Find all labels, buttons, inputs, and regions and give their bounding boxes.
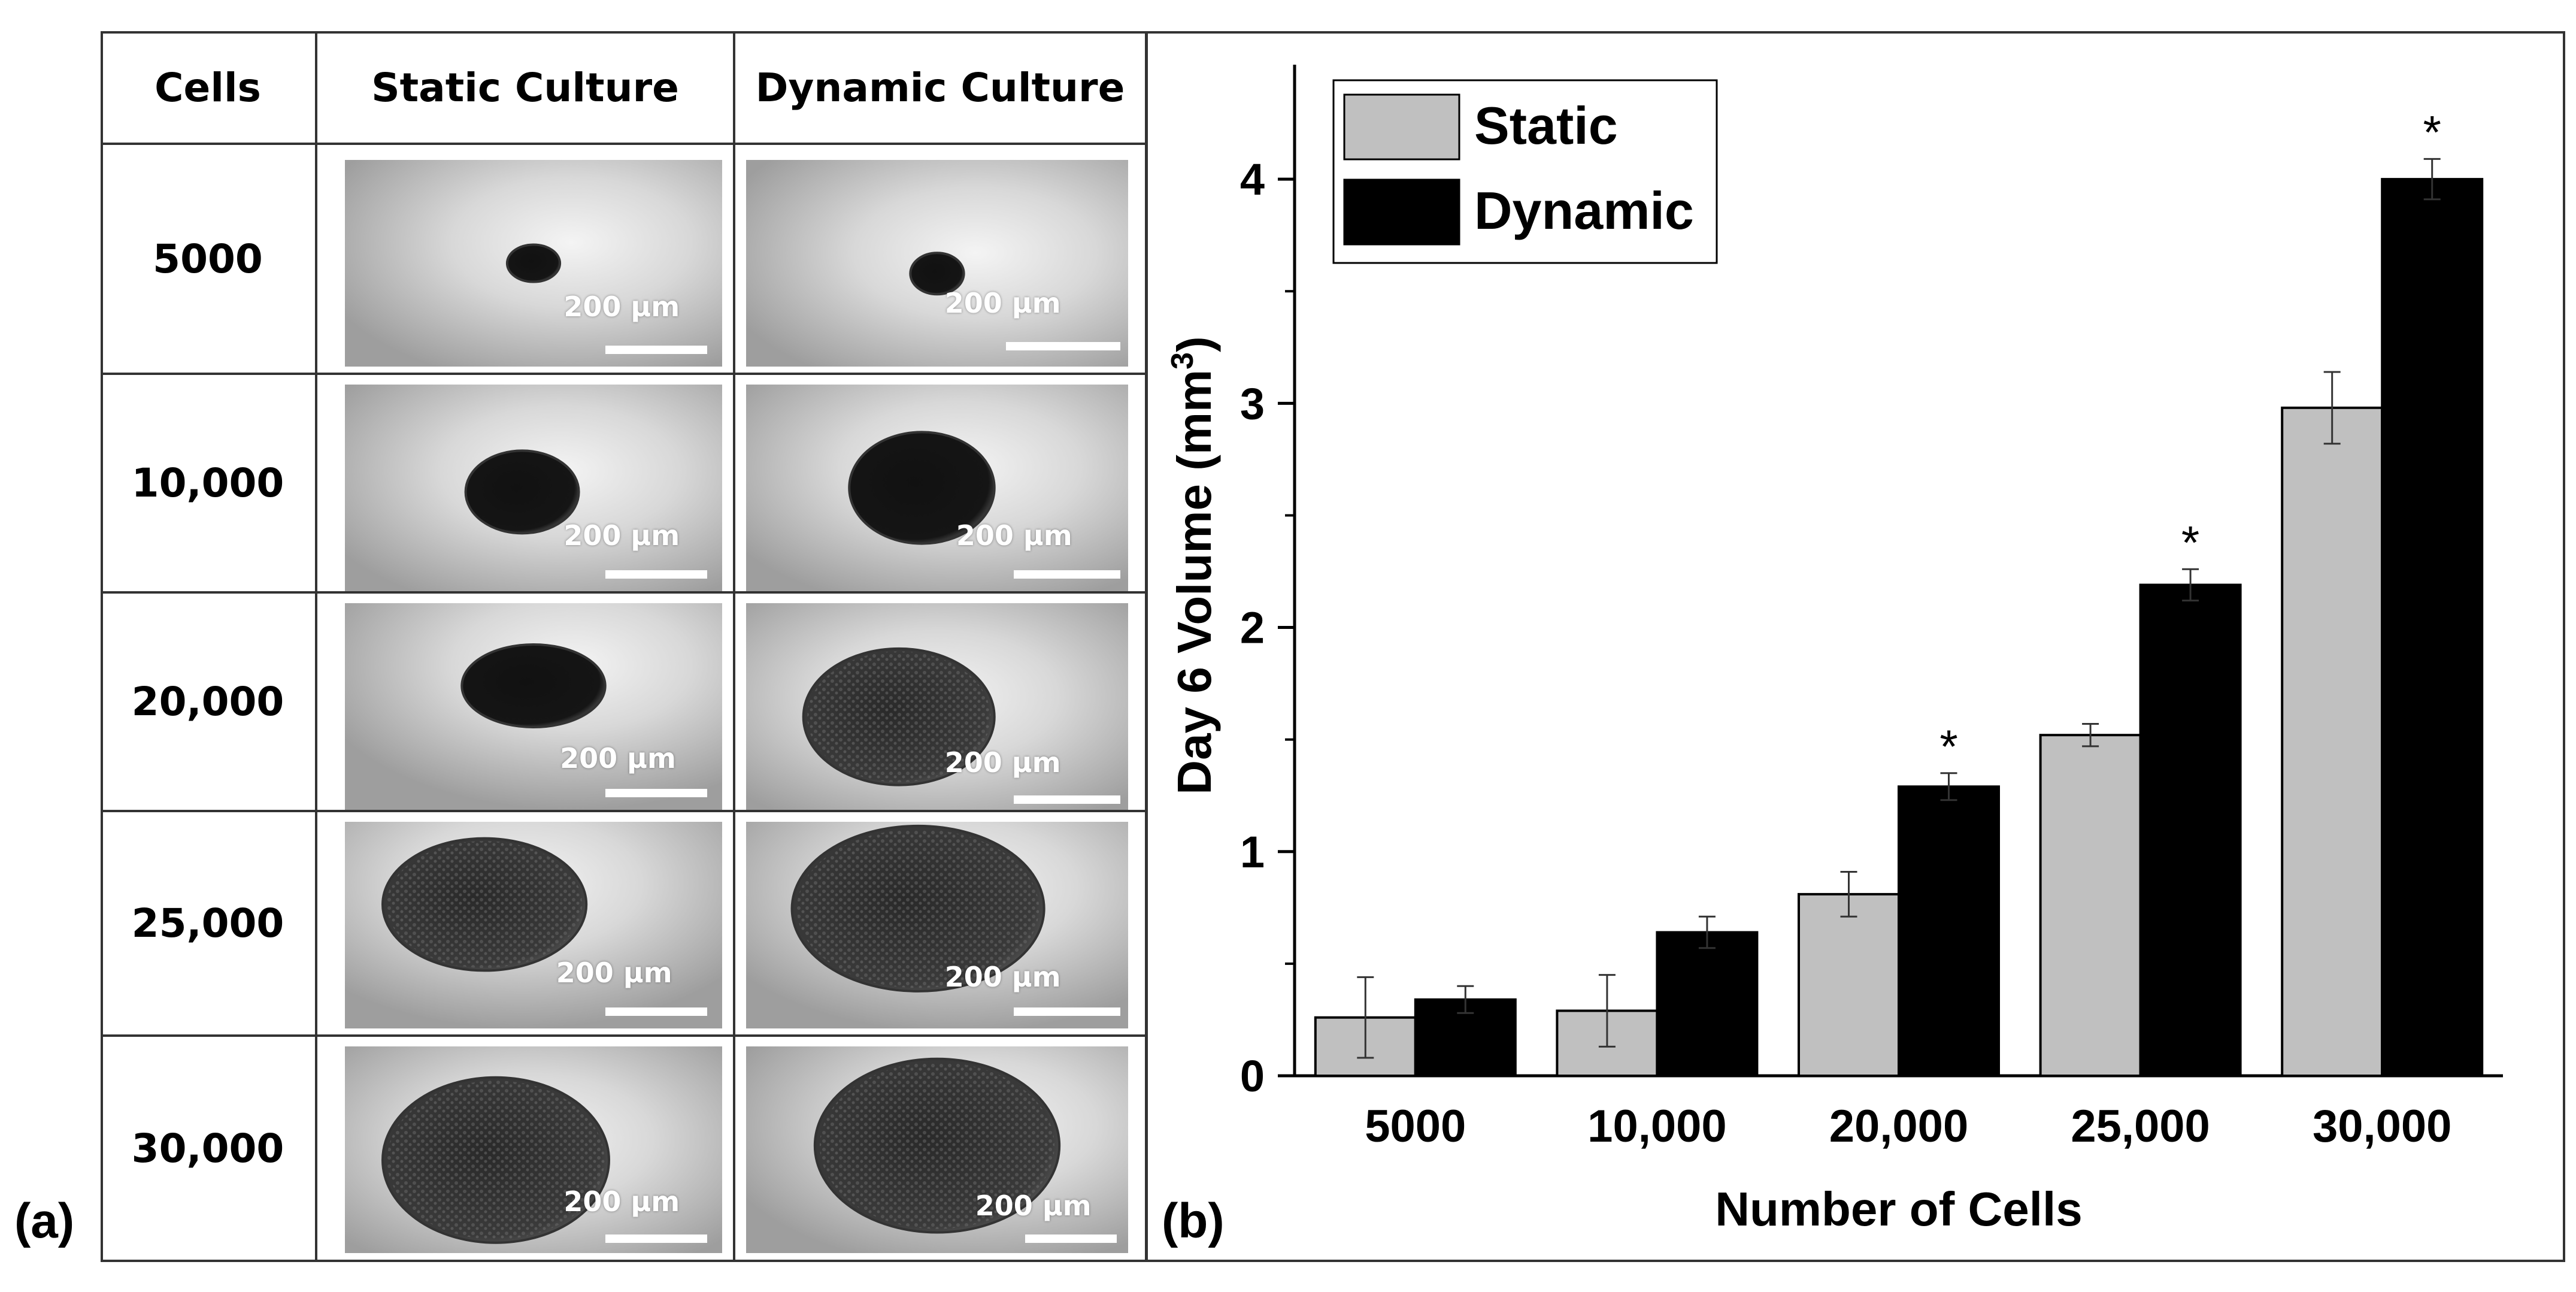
scale-bar-dynamic-5000	[1005, 341, 1121, 350]
significance-marker-25000: *	[2181, 516, 2199, 568]
y-tick-label-2: 2	[1240, 603, 1265, 653]
legend-swatch-static	[1343, 93, 1460, 161]
y-axis-label-suffix: )	[1168, 336, 1221, 352]
table-divider-col-2	[733, 31, 735, 1262]
micrograph-static-20000: 200 µm	[345, 603, 722, 810]
micrograph-dynamic-10000: 200 µm	[746, 385, 1128, 591]
table-border-bottom	[101, 1260, 1145, 1262]
legend-swatch-dynamic	[1343, 178, 1460, 246]
micrograph-static-25000: 200 µm	[345, 822, 722, 1028]
bar-chart: 0 1 2 3 4 5000 10,000 * 20,000 * 25,000 * 30,000 Numb…	[1165, 65, 2503, 1236]
panel-label-b: (b)	[1162, 1194, 1225, 1248]
microscopy-table: Cells Static Culture Dynamic Culture 500…	[101, 31, 1145, 1262]
micrograph-dynamic-5000: 200 µm	[746, 160, 1128, 367]
row-label-5000: 5000	[153, 235, 263, 282]
micrograph-static-5000: 200 µm	[345, 160, 722, 367]
chart-panel: 0 1 2 3 4 5000 10,000 * 20,000 * 25,000 * 30,000 Numb…	[1145, 31, 2565, 1262]
bar-dynamic-25000	[2139, 583, 2242, 1077]
y-axis-label: Day 6 Volume (mm3)	[1165, 336, 1221, 794]
legend-label-dynamic: Dynamic	[1474, 181, 1694, 240]
scale-bar-static-5000	[605, 346, 707, 355]
header-dynamic-culture: Dynamic Culture	[755, 64, 1125, 111]
bar-static-20000	[1798, 892, 1900, 1077]
scale-bar-dynamic-25000	[1013, 1007, 1121, 1016]
table-divider-row-3	[101, 591, 1145, 594]
row-label-10000: 10,000	[131, 460, 284, 506]
header-cells: Cells	[154, 64, 261, 111]
bar-static-25000	[2039, 734, 2142, 1077]
scale-label-static-20000: 200 µm	[560, 742, 676, 775]
y-axis-label-main: Day 6 Volume (mm	[1168, 370, 1221, 795]
x-tick-label-25000: 25,000	[2071, 1101, 2210, 1152]
scale-bar-static-30000	[605, 1234, 707, 1243]
micrograph-dynamic-25000: 200 µm	[746, 822, 1128, 1028]
scale-label-static-5000: 200 µm	[563, 291, 680, 323]
bar-static-30000	[2281, 406, 2384, 1077]
scale-label-static-10000: 200 µm	[563, 519, 680, 552]
x-tick-label-10000: 10,000	[1587, 1101, 1726, 1152]
panel-label-a: (a)	[14, 1194, 75, 1248]
significance-marker-20000: *	[1939, 720, 1957, 773]
row-label-25000: 25,000	[131, 900, 284, 946]
scale-label-dynamic-20000: 200 µm	[944, 746, 1061, 779]
row-label-30000: 30,000	[131, 1125, 284, 1172]
significance-marker-30000: *	[2423, 105, 2441, 158]
scale-label-dynamic-25000: 200 µm	[944, 961, 1061, 994]
y-tick-label-4: 4	[1240, 155, 1265, 204]
table-divider-row-1	[101, 143, 1145, 145]
micrograph-dynamic-20000: 200 µm	[746, 603, 1128, 810]
row-label-20000: 20,000	[131, 679, 284, 725]
legend-label-static: Static	[1474, 96, 1618, 155]
y-tick-label-0: 0	[1240, 1051, 1265, 1101]
bar-dynamic-30000	[2381, 178, 2484, 1078]
scale-label-static-30000: 200 µm	[563, 1185, 680, 1218]
micrograph-static-10000: 200 µm	[345, 385, 722, 591]
scale-label-dynamic-30000: 200 µm	[975, 1190, 1092, 1223]
scale-bar-static-25000	[605, 1007, 707, 1016]
scale-bar-dynamic-10000	[1013, 570, 1121, 579]
scale-bar-dynamic-20000	[1013, 795, 1121, 804]
x-tick-label-20000: 20,000	[1829, 1101, 1968, 1152]
bar-dynamic-20000	[1898, 785, 2000, 1077]
table-border-left	[101, 31, 103, 1262]
table-divider-row-5	[101, 1034, 1145, 1037]
scale-label-static-25000: 200 µm	[556, 957, 672, 990]
scale-bar-static-20000	[605, 789, 707, 798]
scale-bar-static-10000	[605, 570, 707, 579]
y-tick-label-1: 1	[1240, 827, 1265, 877]
bar-dynamic-10000	[1656, 931, 1759, 1078]
micrograph-static-30000: 200 µm	[345, 1046, 722, 1253]
x-tick-label-5000: 5000	[1365, 1101, 1466, 1152]
table-divider-row-2	[101, 373, 1145, 375]
x-axis-label: Number of Cells	[1715, 1182, 2082, 1236]
scale-label-dynamic-5000: 200 µm	[944, 286, 1061, 319]
table-divider-row-4	[101, 810, 1145, 812]
x-tick-label-30000: 30,000	[2313, 1101, 2451, 1152]
y-axis-label-superscript: 3	[1165, 352, 1200, 370]
table-divider-col-1	[315, 31, 317, 1262]
scale-label-dynamic-10000: 200 µm	[956, 519, 1072, 552]
scale-bar-dynamic-30000	[1025, 1234, 1117, 1243]
y-tick-label-3: 3	[1240, 379, 1265, 428]
table-border-top	[101, 31, 1145, 34]
micrograph-dynamic-30000: 200 µm	[746, 1046, 1128, 1253]
header-static-culture: Static Culture	[371, 64, 679, 111]
